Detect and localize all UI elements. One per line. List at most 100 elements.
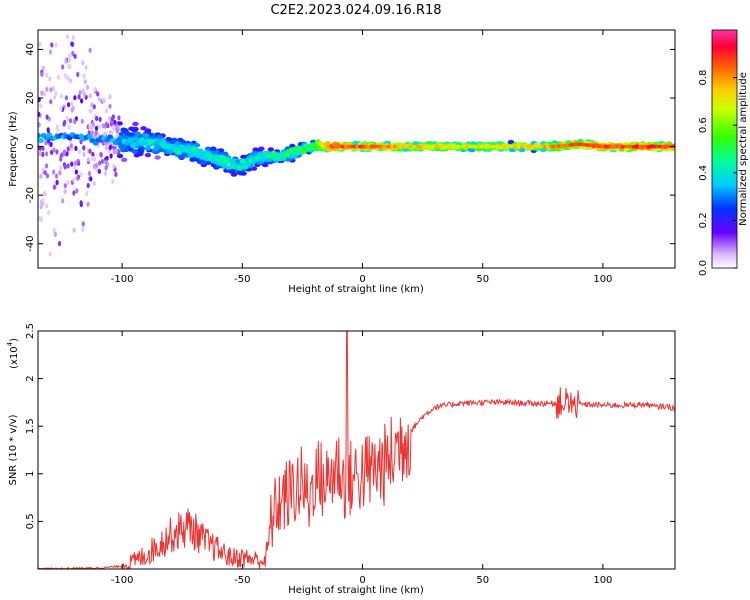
heatmap-cell: [62, 121, 66, 127]
heatmap-cell: [61, 64, 65, 70]
heatmap-cell: [90, 102, 94, 108]
heatmap-cell: [97, 123, 101, 129]
heatmap-frame: [37, 29, 676, 269]
heatmap-ridge-cell: [216, 159, 223, 165]
heatmap-cell: [53, 18, 56, 23]
heatmap-cell: [68, 78, 73, 84]
heatmap-cell: [90, 155, 95, 161]
colorbar-gradient: [711, 29, 738, 269]
heatmap-cell: [412, 141, 419, 146]
heatmap-cell: [115, 127, 119, 134]
heatmap-cell: [152, 149, 159, 155]
heatmap-cell: [43, 191, 47, 197]
heatmap-cell: [65, 151, 69, 157]
heatmap-cell: [88, 47, 92, 53]
heatmap-cell: [113, 119, 117, 125]
heatmap-cell: [108, 103, 112, 109]
heatmap-cell: [66, 146, 70, 152]
snr-series-line: [38, 331, 675, 569]
heatmap-cell: [73, 160, 78, 166]
heatmap-cell: [101, 123, 105, 129]
heatmap-ridge-cell: [236, 165, 243, 171]
heatmap-cell: [114, 171, 118, 177]
snr-y-scale-factor: (x104): [6, 338, 20, 369]
heatmap-cell: [86, 201, 90, 207]
heatmap-cell: [98, 160, 102, 166]
heatmap-x-tick-label: -50: [234, 274, 250, 285]
heatmap-cell: [81, 221, 85, 227]
heatmap-cell: [204, 146, 212, 151]
heatmap-cell: [47, 210, 51, 216]
heatmap-cell: [39, 103, 43, 109]
heatmap-ridge-cell: [323, 141, 330, 147]
heatmap-cell: [73, 95, 77, 101]
heatmap-cell: [40, 90, 44, 96]
heatmap-cell: [132, 121, 139, 127]
heatmap-cell: [98, 96, 102, 102]
heatmap-cell: [45, 86, 49, 92]
heatmap-cell: [77, 94, 81, 100]
heatmap-cell: [507, 139, 515, 145]
heatmap-ridge-cell: [228, 158, 235, 164]
heatmap-cell: [519, 147, 526, 153]
heatmap-y-tick-label: 40: [25, 43, 36, 56]
heatmap-cell: [66, 75, 70, 81]
heatmap-cell: [66, 115, 70, 122]
heatmap-cell: [99, 152, 103, 158]
heatmap-cell: [52, 85, 56, 92]
heatmap-cell: [100, 158, 104, 164]
snr-y-ticks: 0.5 1 1.5 2 2.5: [25, 323, 675, 529]
snr-plot-area: [38, 331, 675, 569]
colorbar-tick-label: 0.0: [698, 260, 709, 276]
heatmap-cell: [77, 149, 81, 155]
heatmap-cell: [39, 216, 44, 222]
heatmap-cell: [228, 169, 235, 174]
heatmap-cell: [59, 93, 64, 99]
heatmap-cell: [52, 169, 56, 175]
heatmap-cell: [80, 118, 84, 124]
heatmap-cell: [56, 127, 60, 133]
heatmap-cell: [85, 191, 89, 197]
heatmap-cell: [92, 181, 96, 187]
snr-scale-prefix: (x10: [9, 346, 20, 369]
heatmap-cell: [49, 141, 53, 147]
heatmap-cell: [69, 143, 73, 149]
heatmap-cell: [44, 140, 48, 146]
heatmap-x-tick-label: -100: [111, 274, 134, 285]
heatmap-cell: [48, 49, 53, 55]
heatmap-ridge-cell: [38, 133, 41, 139]
heatmap-cell: [66, 163, 70, 169]
heatmap-cell: [70, 161, 74, 167]
heatmap-cell: [41, 167, 45, 173]
heatmap-cell: [104, 165, 108, 171]
heatmap-cell: [101, 97, 105, 103]
heatmap-cell: [58, 170, 62, 176]
heatmap-cell: [94, 125, 99, 131]
heatmap-cell: [95, 115, 99, 122]
heatmap-panel: -100 -50 0 50 100 -40 -20 0 20 40 Height of stra…: [8, 18, 676, 295]
snr-x-tick-label: 0: [359, 575, 365, 586]
heatmap-cell: [78, 90, 82, 96]
heatmap-cell: [45, 173, 50, 179]
heatmap-cell: [49, 87, 53, 93]
heatmap-cell: [45, 114, 49, 120]
heatmap-cell: [189, 151, 196, 156]
heatmap-cell: [86, 157, 90, 163]
heatmap-cell: [39, 204, 43, 210]
heatmap-cell: [41, 151, 45, 157]
heatmap-cell: [45, 72, 49, 78]
heatmap-cell: [96, 91, 100, 97]
heatmap-ridge-cell: [300, 148, 307, 154]
heatmap-ridge-cell: [242, 164, 249, 170]
heatmap-cell: [154, 155, 161, 160]
snr-x-axis-label: Height of straight line (km): [288, 585, 424, 596]
heatmap-cell: [54, 90, 58, 97]
heatmap-cell: [265, 157, 273, 163]
heatmap-cell: [66, 179, 70, 186]
heatmap-y-axis-label: Frequency (Hz): [8, 111, 19, 187]
heatmap-cell: [132, 126, 139, 132]
heatmap-cell: [52, 147, 56, 153]
snr-y-tick-label: 1.5: [25, 418, 36, 434]
heatmap-cell: [71, 50, 75, 57]
